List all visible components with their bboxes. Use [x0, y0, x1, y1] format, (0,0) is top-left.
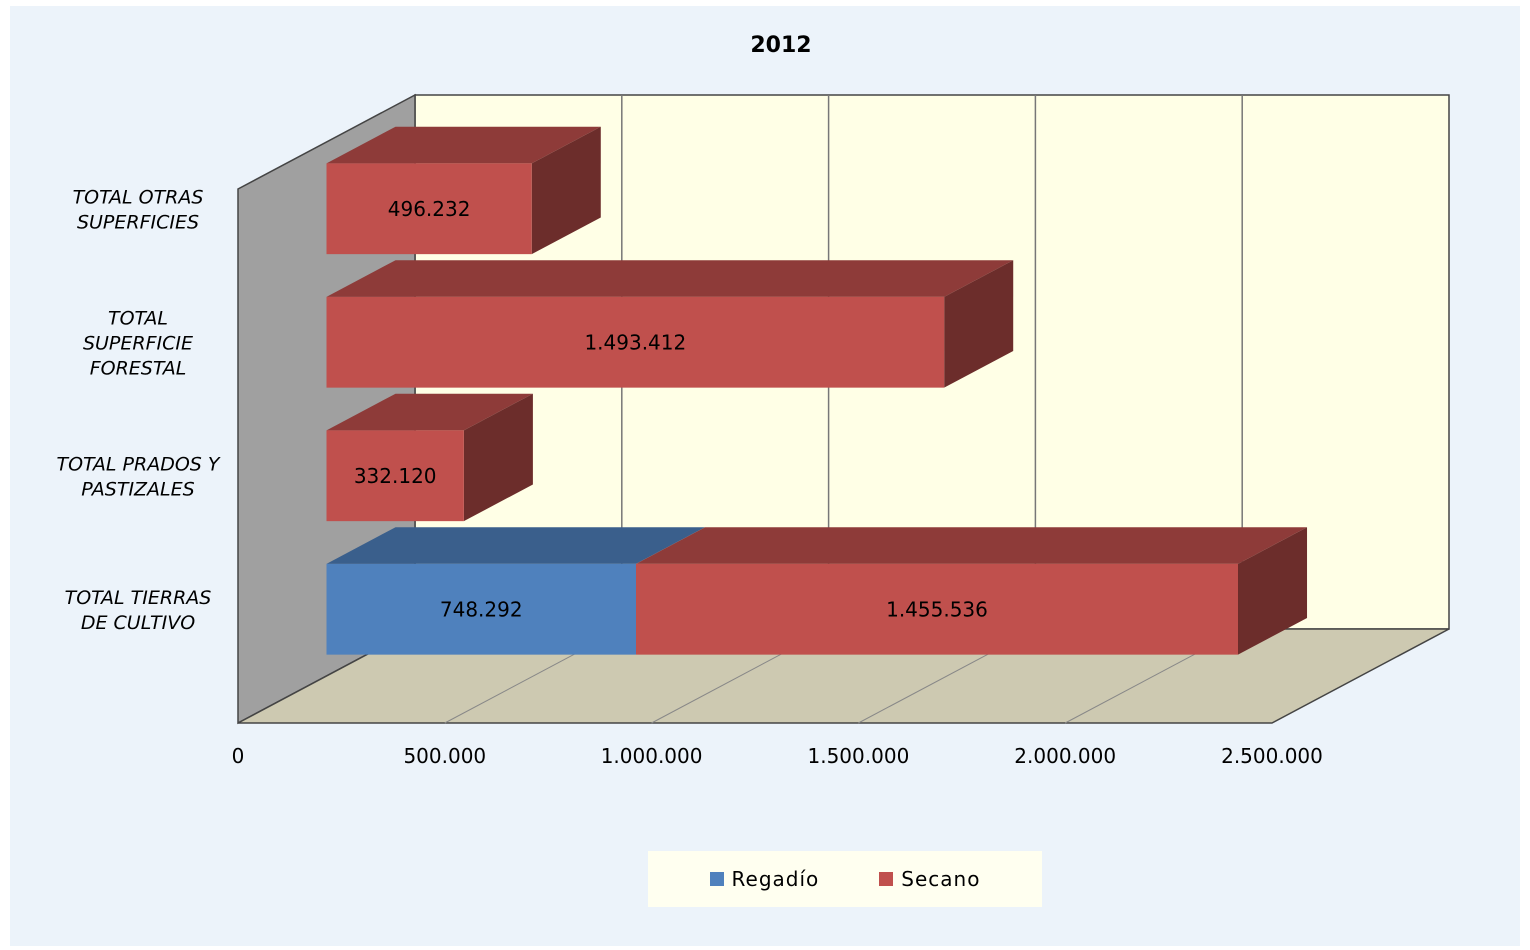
legend-label-regadio: Regadío	[732, 867, 820, 891]
x-tick-label-3: 1.500.000	[808, 744, 910, 768]
category-label-total-superficie-forestal: TOTAL SUPERFICIE FORESTAL	[83, 307, 193, 379]
bar-top-secano-total-tierras-de-cultivo	[636, 527, 1307, 564]
x-tick-label-5: 2.500.000	[1221, 744, 1323, 768]
legend-swatch-secano	[879, 872, 893, 886]
x-tick-label-0: 0	[232, 744, 245, 768]
x-tick-label-1: 500.000	[403, 744, 486, 768]
bar-top-secano-total-superficie-forestal	[327, 260, 1014, 297]
x-tick-label-2: 1.000.000	[601, 744, 703, 768]
data-label-secano-total-otras-superficies: 496.232	[388, 197, 471, 221]
legend-item-secano: Secano	[879, 867, 980, 891]
category-label-total-prados-y-pastizales: TOTAL PRADOS Y PASTIZALES	[57, 453, 221, 500]
legend-swatch-regadio	[710, 872, 724, 886]
category-label-total-otras-superficies: TOTAL OTRAS SUPERFICIES	[73, 186, 204, 233]
x-tick-label-4: 2.000.000	[1014, 744, 1116, 768]
data-label-secano-total-tierras-de-cultivo: 1.455.536	[886, 597, 988, 621]
data-label-secano-total-superficie-forestal: 1.493.412	[584, 330, 686, 354]
chart-panel: 2012 748.292 1.455.536 TOTAL TIERRAS DE CUL…	[10, 6, 1520, 946]
chart-title: 2012	[750, 33, 811, 58]
data-label-secano-total-prados-y-pastizales: 332.120	[354, 464, 437, 488]
legend-item-regadio: Regadío	[710, 867, 820, 891]
legend-label-secano: Secano	[901, 867, 980, 891]
plot-area: 748.292 1.455.536 TOTAL TIERRAS DE CULTIVO 3…	[57, 95, 1450, 768]
category-label-total-tierras-de-cultivo: TOTAL TIERRAS DE CULTIVO	[65, 587, 212, 634]
chart-svg: 2012 748.292 1.455.536 TOTAL TIERRAS DE CUL…	[10, 6, 1520, 946]
data-label-regadio-total-tierras-de-cultivo: 748.292	[440, 597, 523, 621]
legend: Regadío Secano	[648, 851, 1042, 907]
